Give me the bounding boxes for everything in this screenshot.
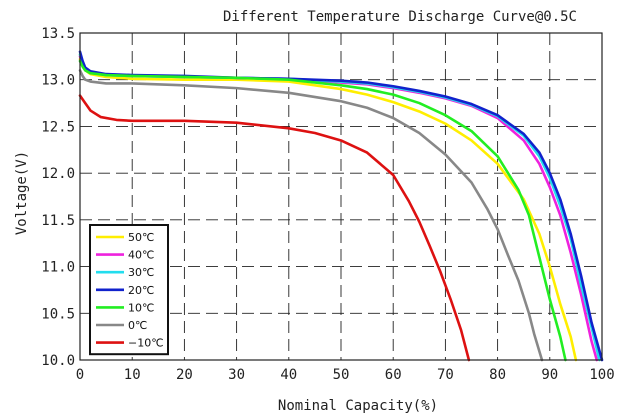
legend-label: 40℃ <box>128 249 154 262</box>
chart-title: Different Temperature Discharge Curve@0.… <box>223 9 577 25</box>
series-line <box>78 94 471 362</box>
x-tick-label: 50 <box>333 367 350 383</box>
legend-label: 0℃ <box>128 319 147 332</box>
series-layer <box>78 50 604 362</box>
x-tick-label: 90 <box>541 367 558 383</box>
legend: 50℃ 40℃ 30℃ 20℃ 10℃ 0℃ −10℃ <box>89 224 169 356</box>
legend-label: 20℃ <box>128 284 154 297</box>
plot-frame <box>79 32 603 361</box>
y-tick-label: 11.0 <box>41 260 75 276</box>
tick-layer: 0 10 20 30 40 50 60 70 80 90 100 10.0 10.5 11.0 11.5 12… <box>41 26 614 383</box>
x-tick-label: 100 <box>589 367 614 383</box>
legend-box <box>89 224 169 356</box>
x-axis-label: Nominal Capacity(%) <box>278 398 438 414</box>
x-tick-label: 10 <box>124 367 141 383</box>
series-line <box>78 57 578 362</box>
legend-label: 30℃ <box>128 266 154 279</box>
series-line <box>78 59 567 362</box>
y-tick-label: 12.5 <box>41 119 75 135</box>
y-tick-label: 13.0 <box>41 73 75 89</box>
x-tick-label: 60 <box>385 367 402 383</box>
series-line <box>78 69 544 362</box>
legend-label: −10℃ <box>128 337 164 350</box>
y-axis-label: Voltage(V) <box>14 151 30 235</box>
y-tick-label: 11.5 <box>41 213 75 229</box>
legend-label: 50℃ <box>128 231 154 244</box>
x-tick-label: 40 <box>280 367 297 383</box>
x-tick-label: 80 <box>489 367 506 383</box>
x-tick-label: 30 <box>228 367 245 383</box>
y-tick-label: 12.0 <box>41 166 75 182</box>
y-tick-label: 13.5 <box>41 26 75 42</box>
y-tick-label: 10.0 <box>41 353 75 369</box>
y-tick-label: 10.5 <box>41 306 75 322</box>
x-tick-label: 20 <box>176 367 193 383</box>
x-tick-label: 0 <box>76 367 84 383</box>
x-tick-label: 70 <box>437 367 454 383</box>
legend-label: 10℃ <box>128 301 154 314</box>
